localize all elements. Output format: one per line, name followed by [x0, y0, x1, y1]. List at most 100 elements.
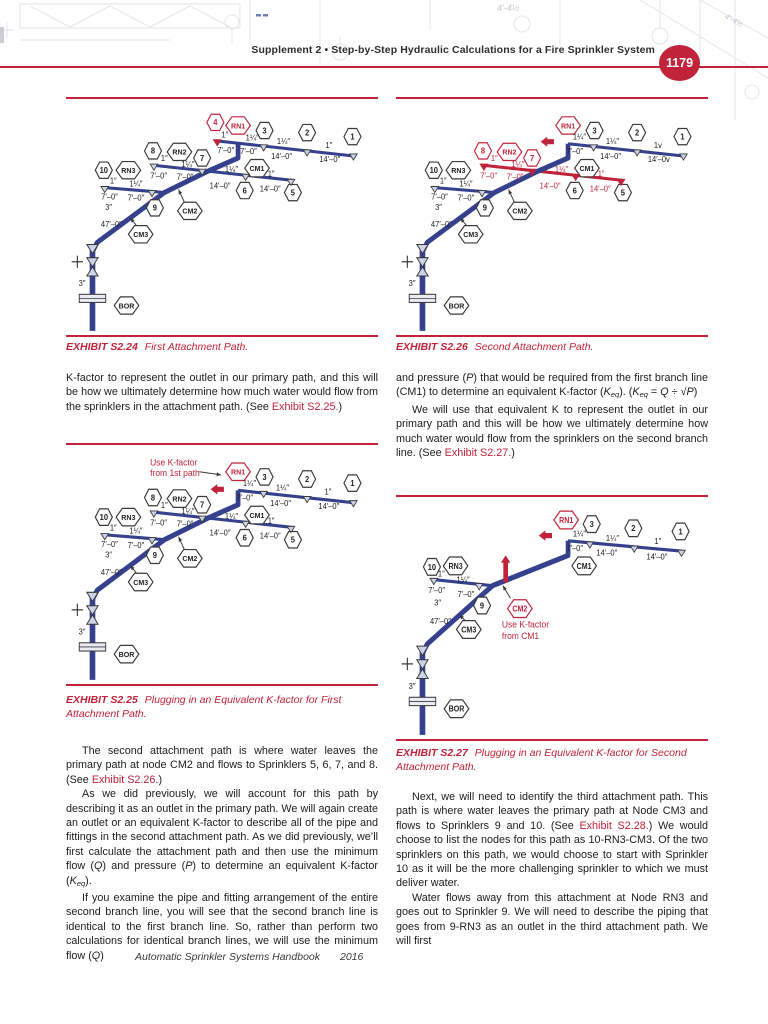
pipe-label: 47′–0″: [101, 220, 122, 229]
node-label: RN3: [448, 561, 462, 570]
node-label: 3: [592, 126, 597, 135]
node-label: 2: [305, 128, 310, 137]
text-segment: The second attachment path is where wate…: [66, 745, 378, 786]
node-label: RN3: [121, 166, 135, 175]
exhibit-caption-label: EXHIBIT S2.25: [66, 694, 138, 706]
pipe-label: 1¼″: [225, 512, 238, 521]
pipe-label: 1″: [161, 154, 168, 163]
text-segment: K: [69, 874, 77, 887]
node-label: CM1: [249, 164, 264, 173]
pipe-label: 1¼″: [459, 179, 472, 188]
annotation-text: Use K-factor: [150, 457, 197, 467]
annotation-text: 14′–0″: [590, 184, 611, 193]
pipe-label: 7′–0″: [128, 193, 145, 202]
text-segment: K: [632, 386, 640, 399]
node-hex: [176, 201, 203, 221]
sprinkler-icon: [302, 149, 312, 157]
sprinkler-icon: [479, 163, 489, 172]
exhibit-cross-reference-link[interactable]: Exhibit S2.25.: [271, 400, 339, 413]
pointer-arrowhead-icon: [216, 472, 222, 477]
node-label: 5: [621, 188, 626, 197]
paragraph: If you examine the pipe and fitting arra…: [66, 891, 378, 963]
header-rule: [0, 66, 768, 68]
node-label: 8: [481, 146, 486, 155]
node-label: RN1: [231, 467, 245, 476]
branch-pipe-highlighted: [481, 163, 624, 182]
paragraph: K-factor to represent the outlet in our …: [66, 371, 378, 414]
node-label: BOR: [119, 301, 135, 310]
sprinkler-icon: [302, 496, 312, 504]
text-segment: Q: [660, 386, 669, 399]
pointer-arrowhead-icon: [178, 536, 183, 542]
text-segment: eq: [76, 878, 86, 888]
annotation-text: from CM1: [502, 630, 539, 640]
pipe-label: 7′–0″: [128, 541, 145, 550]
node-label: CM1: [250, 511, 265, 520]
exhibit-s227-figure: RN1 3 2 1 CM1 10 RN3 9 CM2 CM3 BOR 1¼″ 1¼″ 1″ 7′–0″ 14′…: [396, 495, 708, 741]
control-valve-icon: [415, 265, 430, 277]
exhibit-cross-reference-link[interactable]: Exhibit S2.26.: [91, 773, 159, 786]
node-hex: [145, 546, 165, 565]
exhibit-cross-reference-link[interactable]: Exhibit S2.28.: [579, 819, 649, 832]
pipe-label: 14′–0″: [318, 502, 339, 511]
exhibit-cross-reference-link[interactable]: Exhibit S2.27.: [444, 447, 512, 460]
sprinkler-icon: [259, 144, 269, 152]
node-label: 1: [680, 132, 685, 141]
page-number-badge: 1179: [659, 45, 700, 81]
text-segment: and pressure (: [396, 372, 467, 384]
annotation-text: Use K-factor: [502, 619, 549, 629]
annotation-text: from 1st path: [150, 468, 200, 478]
node-hex: [113, 644, 140, 664]
node-label: CM2: [512, 206, 527, 215]
node-hex: [115, 507, 142, 527]
pipe-label: 7′–0″: [101, 192, 118, 201]
right-column-text-bottom: Next, we will need to identify the third…: [396, 790, 708, 948]
exhibit-caption-s225: EXHIBIT S2.25 Plugging in an Equivalent K…: [66, 694, 378, 721]
node-label: RN1: [559, 516, 573, 525]
sprinkler-icon: [259, 490, 269, 499]
text-segment: ): [693, 386, 698, 399]
node-label: 10: [100, 166, 109, 175]
control-valve-icon: [85, 605, 100, 616]
node-hex: [555, 116, 582, 135]
pipe-label: 1¼″: [277, 137, 290, 146]
sprinkler-icon: [100, 186, 110, 194]
sprinkler-icon: [348, 500, 358, 508]
node-hex: [455, 619, 482, 639]
text-segment: eq: [610, 390, 620, 400]
sprinkler-icon: [430, 186, 440, 194]
pipe-label: 1″: [221, 130, 228, 139]
sprinkler-icon: [147, 190, 157, 198]
node-hex: [235, 181, 254, 200]
node-label: 1: [678, 527, 683, 536]
node-hex: [671, 522, 690, 541]
exhibit-caption-s224: EXHIBIT S2.24 First Attachment Path.: [66, 341, 378, 355]
check-valve-icon: [415, 645, 430, 657]
watermark-dimension-text: 4'-4½: [497, 3, 520, 13]
sprinkler-icon: [629, 545, 639, 554]
node-label: 3: [590, 520, 595, 529]
text-segment: ÷: [668, 386, 681, 399]
text-segment: As we did previously, we will account fo…: [66, 788, 378, 873]
pointer-arrowhead-icon: [508, 189, 513, 195]
node-hex: [445, 160, 472, 180]
paragraph: and pressure (P) that would be required …: [396, 371, 708, 403]
node-label: 5: [291, 188, 296, 197]
node-hex: [176, 548, 203, 568]
pipe: [432, 185, 497, 195]
pipe-label: 7′–0″: [150, 518, 167, 527]
watermark-blue-dash: [263, 14, 268, 17]
node-label: 6: [573, 186, 578, 195]
pipe-label: 3″: [105, 203, 112, 212]
control-valve-icon: [415, 659, 430, 671]
sprinkler-icon: [676, 549, 687, 558]
node-label: RN3: [451, 166, 465, 175]
node-hex: [166, 489, 193, 508]
node-hex: [506, 201, 533, 221]
node-label: 1: [350, 132, 355, 141]
left-column-text-bottom: The second attachment path is where wate…: [66, 744, 378, 963]
pipe-label: 7′–0″: [150, 171, 167, 180]
node-hex: [283, 530, 303, 549]
node-hex: [297, 123, 317, 142]
